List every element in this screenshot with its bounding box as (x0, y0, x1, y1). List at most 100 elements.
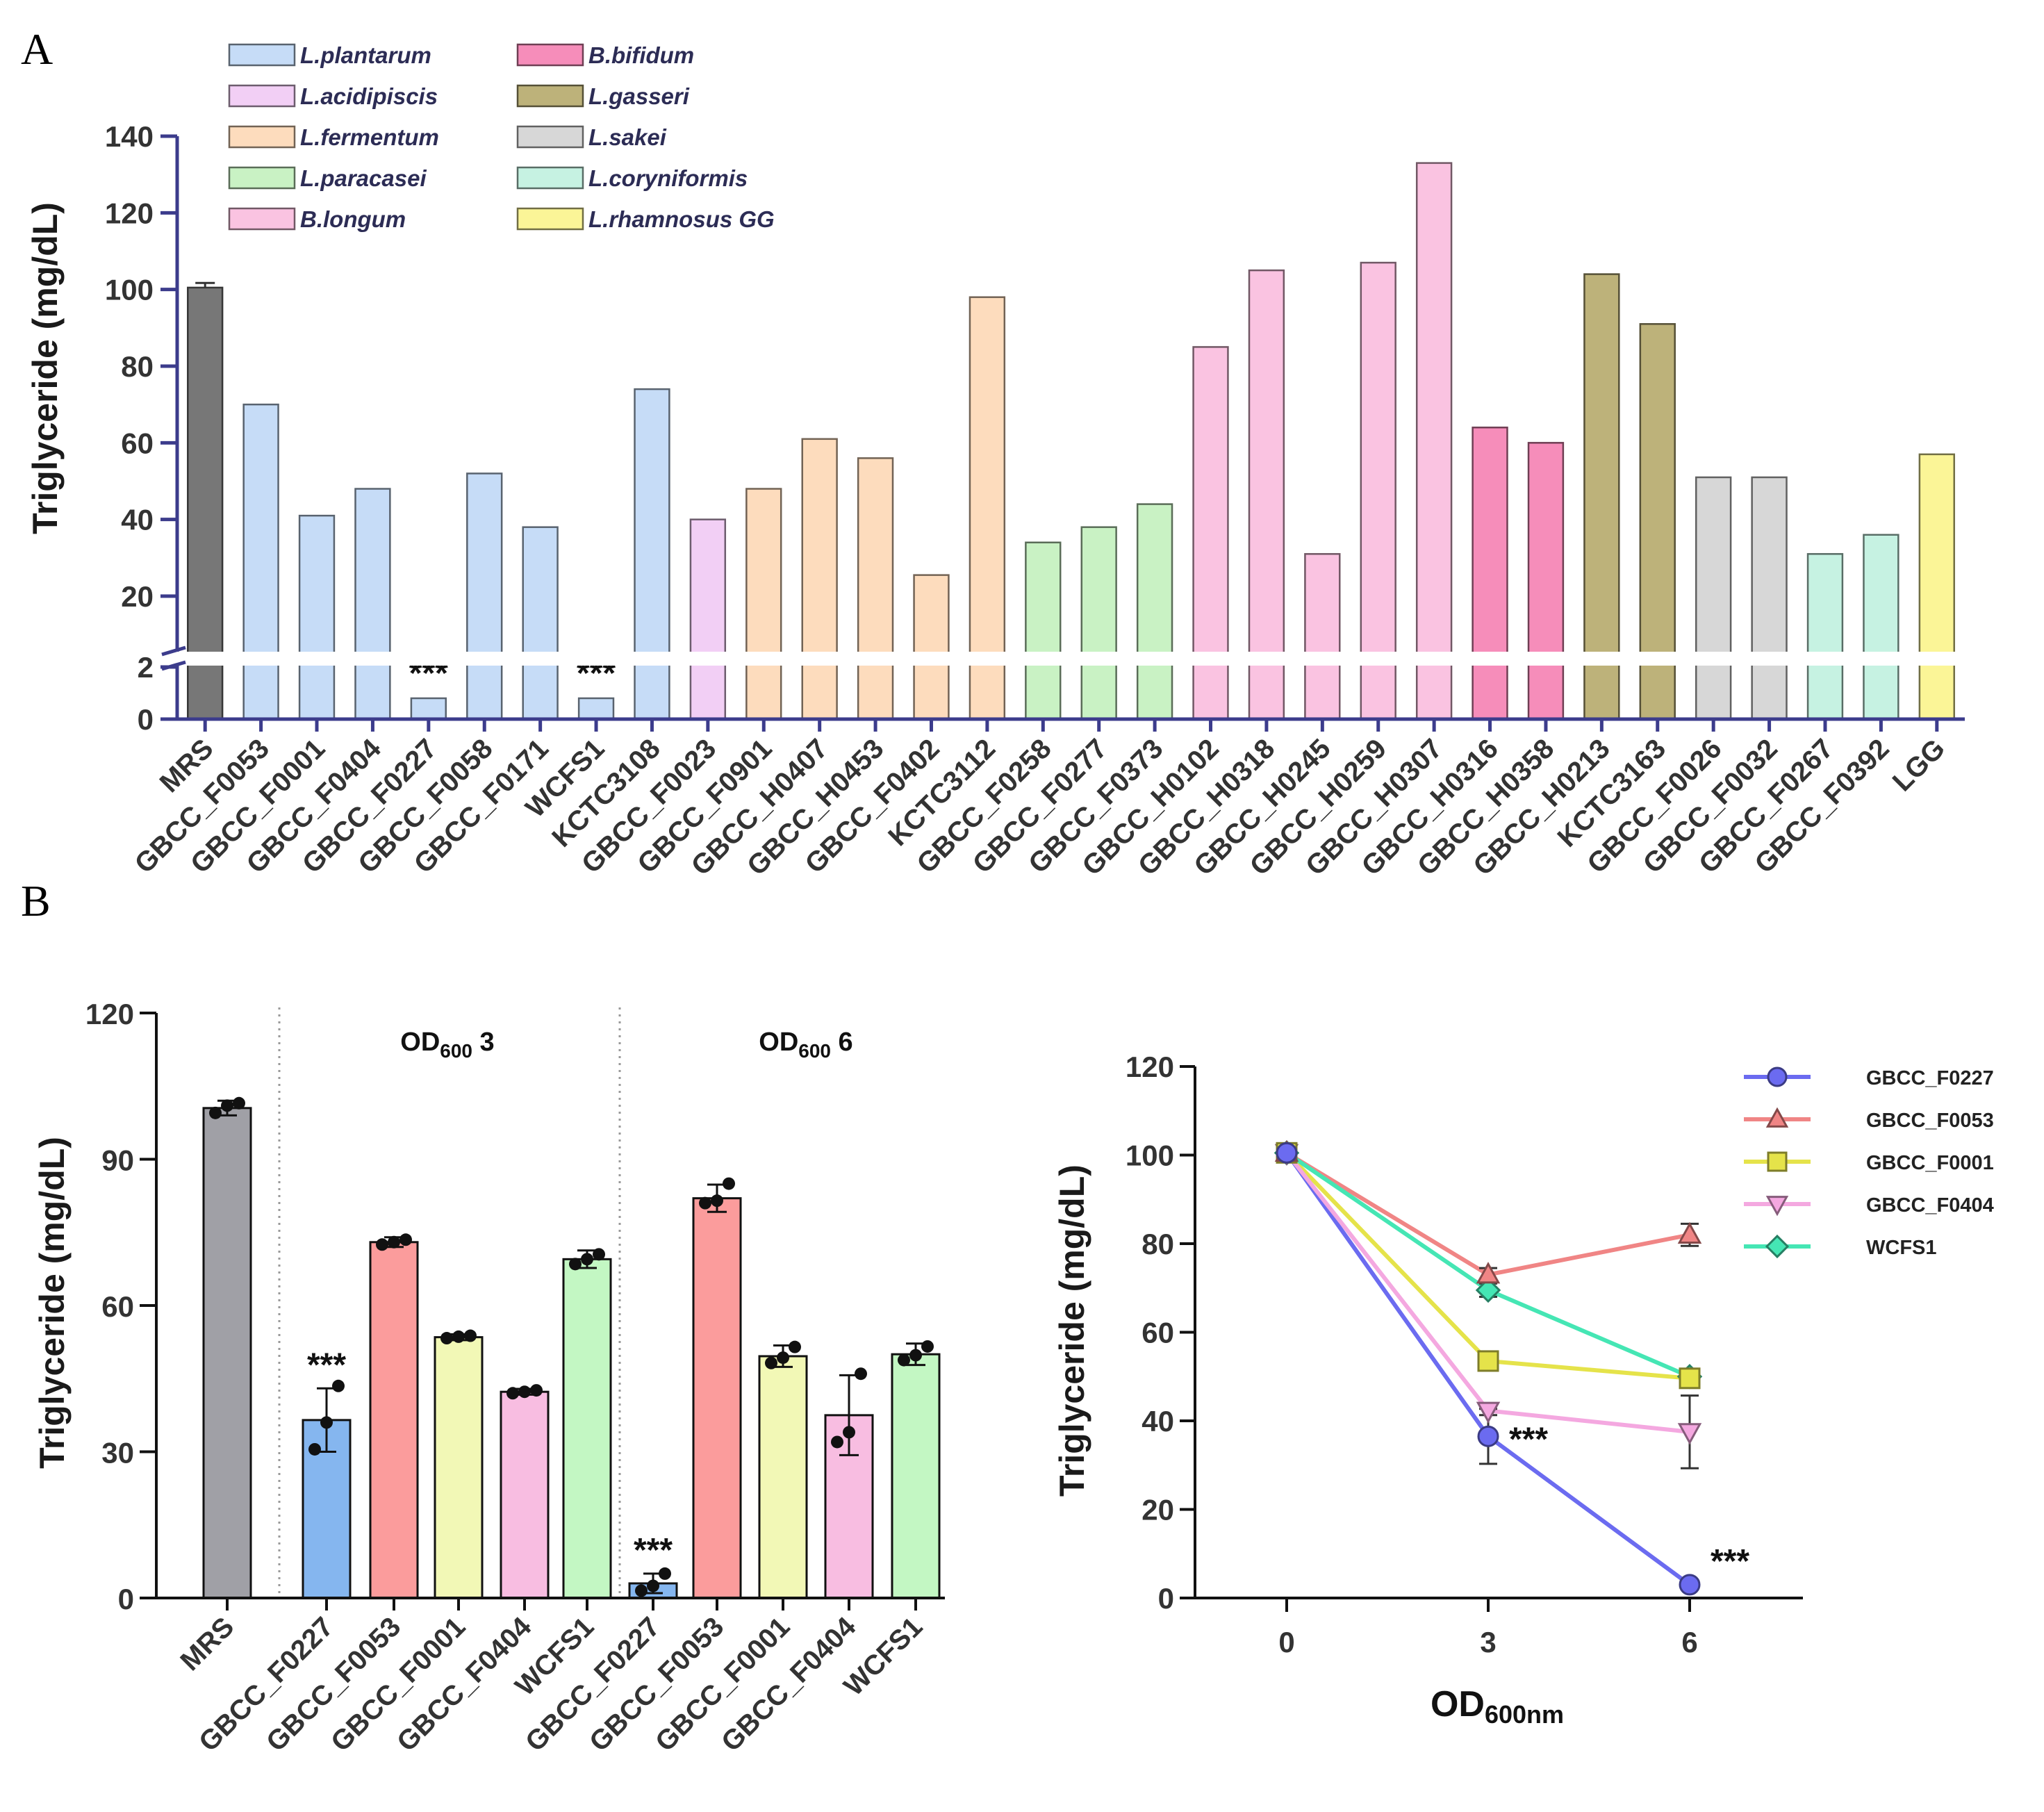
point-br-gbcc-f0404-6 (1677, 1423, 1702, 1445)
bar-bl-wcfs1-10 (891, 1353, 941, 1599)
bar-a-gbcc-f0258 (1025, 541, 1062, 720)
significance-br-gbcc-f0227-3: *** (1509, 1421, 1548, 1458)
ytick-label-br-20: 20 (1141, 1494, 1174, 1526)
legend-label-a-l-acidipiscis: L.acidipiscis (300, 83, 438, 109)
point-bl-gbcc-f0001-3-1 (452, 1330, 465, 1343)
point-bl-mrs-0-2 (233, 1096, 245, 1110)
bar-a-gbcc-f0026 (1695, 476, 1732, 720)
legend-label-a-l-plantarum: L.plantarum (300, 42, 431, 68)
point-bl-gbcc-f0053-7-2 (723, 1177, 735, 1190)
legend-swatch-a-l-paracasei (228, 166, 296, 190)
bar-a-gbcc-h0407 (801, 438, 838, 720)
significance-br-gbcc-f0227-6: *** (1711, 1543, 1749, 1580)
legend-label-a-l-rhamnosus-gg: L.rhamnosus GG (588, 206, 775, 232)
bar-a-gbcc-f0058 (466, 472, 503, 720)
legend-swatch-a-l-gasseri (516, 84, 584, 108)
bar-bl-gbcc-f0404-4 (500, 1390, 550, 1599)
ytick-label-br-60: 60 (1141, 1317, 1174, 1349)
point-bl-gbcc-f0001-8-1 (777, 1351, 789, 1365)
legend-marker-br-gbcc-f0053 (1765, 1107, 1789, 1128)
point-bl-gbcc-f0053-7-0 (699, 1196, 711, 1210)
point-br-gbcc-f0053-3 (1476, 1262, 1501, 1284)
bar-a-gbcc-f0023 (689, 518, 727, 720)
bar-a-gbcc-f0392 (1863, 534, 1899, 720)
ylabel-a: Triglyceride (mg/dL) (26, 202, 65, 534)
bar-a-gbcc-h0318 (1248, 269, 1285, 720)
group-label-od6: OD600 6 (759, 1028, 852, 1062)
point-bl-gbcc-f0404-4-2 (530, 1384, 543, 1397)
point-br-gbcc-f0053-6 (1677, 1221, 1702, 1244)
bar-a-gbcc-f0267 (1806, 553, 1844, 720)
bar-a-lgg (1918, 453, 1955, 720)
point-bl-gbcc-f0001-3-0 (440, 1332, 453, 1345)
point-bl-gbcc-f0404-4-0 (506, 1387, 519, 1400)
legend-marker-br-gbcc-f0227 (1767, 1066, 1788, 1087)
legend-label-br-gbcc-f0227: GBCC_F0227 (1866, 1067, 1994, 1089)
point-bl-gbcc-f0227-1-1 (320, 1416, 333, 1429)
point-bl-wcfs1-10-1 (909, 1349, 922, 1362)
ytick-label-bl-30: 30 (101, 1437, 134, 1469)
point-bl-wcfs1-10-0 (898, 1353, 910, 1367)
legend-label-a-b-bifidum: B.bifidum (588, 42, 694, 68)
bar-a-gbcc-f0404 (354, 488, 391, 720)
xlabel-bl-mrs-0: MRS (174, 1611, 240, 1677)
ytick-label-bl-0: 0 (118, 1583, 134, 1615)
point-bl-gbcc-f0053-7-1 (711, 1194, 723, 1208)
bar-bl-gbcc-f0053-7 (692, 1197, 742, 1599)
significance-bl-gbcc-f0227-1: *** (307, 1346, 346, 1383)
point-br-gbcc-f0227-6 (1679, 1574, 1701, 1596)
bar-a-gbcc-h0453 (857, 457, 894, 720)
legend-swatch-a-b-bifidum (516, 43, 584, 67)
legend-label-a-b-longum: B.longum (300, 206, 406, 232)
legend-label-br-wcfs1: WCFS1 (1866, 1237, 1937, 1259)
point-bl-gbcc-f0404-9-2 (855, 1367, 867, 1381)
ytick-label-bl-90: 90 (101, 1144, 134, 1177)
point-br-gbcc-f0227-3 (1477, 1425, 1499, 1447)
bar-a-gbcc-h0316 (1472, 427, 1508, 720)
axis-break-mark-top-a (161, 645, 186, 657)
panel-a-letter: A (21, 24, 53, 74)
ytick-label-a-40: 40 (121, 504, 154, 536)
chart-b-right: 0 20 40 60 80 100 120 0 3 6 OD600nm Triglyceride (m… (1053, 1051, 1994, 1729)
bar-bl-gbcc-f0001-8 (758, 1355, 808, 1599)
axis-break-a (156, 652, 1972, 666)
legend-label-a-l-gasseri: L.gasseri (588, 83, 690, 109)
legend-swatch-a-l-sakei (516, 125, 584, 149)
chart-a: MRSGBCC_F0053GBCC_F0001GBCC_F0404***GBCC… (26, 42, 1972, 882)
point-br-wcfs1-3 (1475, 1277, 1501, 1303)
point-bl-wcfs1-10-2 (921, 1340, 934, 1353)
point-br-gbcc-f0001-6 (1679, 1367, 1701, 1390)
bar-a-gbcc-f0053 (242, 403, 279, 720)
point-br-gbcc-f0404-3 (1476, 1401, 1501, 1424)
xtick-label-br-6: 6 (1681, 1626, 1697, 1658)
bar-a-mrs (187, 286, 224, 720)
ytick-label-a-120: 120 (105, 197, 154, 229)
legend-label-a-l-sakei: L.sakei (588, 124, 667, 150)
bar-a-gbcc-h0245 (1304, 553, 1341, 720)
legend-label-a-l-paracasei: L.paracasei (300, 165, 427, 191)
point-bl-gbcc-f0404-9-0 (831, 1435, 843, 1449)
ytick-label-a-100: 100 (105, 274, 154, 306)
point-bl-gbcc-f0404-9-1 (843, 1426, 855, 1439)
legend-marker-br-wcfs1 (1765, 1234, 1790, 1259)
point-bl-gbcc-f0227-6-1 (647, 1579, 659, 1592)
legend-swatch-a-l-plantarum (228, 43, 296, 67)
point-bl-gbcc-f0227-1-0 (308, 1442, 321, 1456)
point-bl-gbcc-f0227-1-2 (332, 1379, 345, 1392)
point-bl-wcfs1-5-1 (581, 1253, 593, 1266)
ylabel-br: Triglyceride (mg/dL) (1053, 1164, 1091, 1497)
legend-label-br-gbcc-f0404: GBCC_F0404 (1866, 1194, 1994, 1217)
legend-label-a-l-coryniformis: L.coryniformis (588, 165, 748, 191)
ytick-label-a-20: 20 (121, 580, 154, 613)
significance-bl-gbcc-f0227-6: *** (634, 1532, 673, 1569)
point-bl-gbcc-f0053-2-0 (376, 1238, 388, 1251)
bar-a-gbcc-h0213 (1583, 273, 1620, 720)
bar-a-kctc3108 (634, 388, 670, 720)
bar-bl-gbcc-f0001-3 (434, 1336, 484, 1599)
ytick-label-a-low-0: 0 (138, 703, 154, 736)
ytick-label-a-80: 80 (121, 350, 154, 383)
bar-a-gbcc-f0402 (913, 574, 950, 720)
chart-b-left: OD600 3 OD600 6MRS***GBCC_F0227GBCC_F0053… (33, 998, 945, 1758)
bar-a-gbcc-f0901 (745, 488, 782, 720)
